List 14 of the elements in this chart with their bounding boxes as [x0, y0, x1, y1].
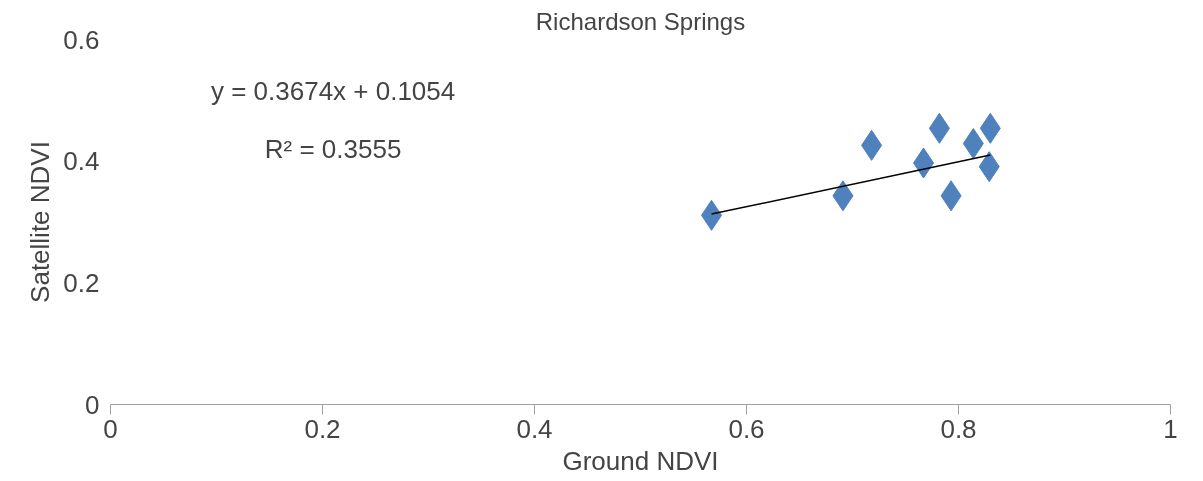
x-tick-label: 0.6: [728, 413, 765, 444]
y-tick-label: 0.6: [63, 24, 100, 55]
x-tick-label: 0.8: [940, 413, 977, 444]
x-tick-label: 1: [1163, 413, 1178, 444]
chart-title: Richardson Springs: [535, 7, 746, 35]
x-axis-title: Ground NDVI: [562, 445, 719, 476]
y-tick-label: 0.4: [63, 146, 100, 177]
y-tick-label: 0.2: [63, 267, 100, 298]
y-axis-title: Satellite NDVI: [25, 141, 56, 303]
x-tick-label: 0.2: [304, 413, 341, 444]
x-tick-label: 0.4: [516, 413, 553, 444]
annotation: y = 0.3674x + 0.1054: [210, 76, 456, 107]
annotation: R² = 0.3555: [264, 134, 402, 164]
y-tick-label: 0: [85, 389, 100, 420]
